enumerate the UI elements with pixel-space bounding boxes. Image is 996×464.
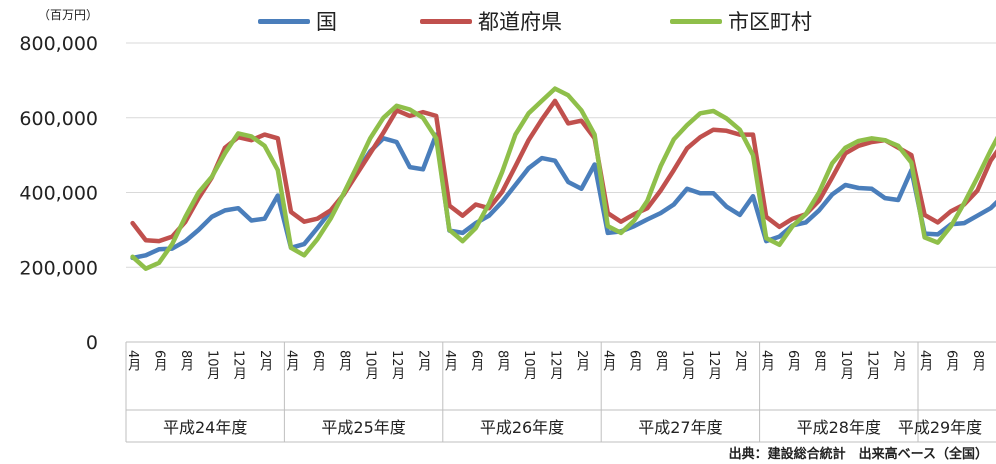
y-axis-unit-label: （百万円） [38,8,99,22]
legend-label-prefecture: 都道府県 [478,10,562,34]
month-tick-label: 8月 [653,350,669,373]
month-tick-label: 2月 [574,350,590,373]
month-tick-label: 10月 [838,350,854,381]
year-tick-label: 平成29年度 [898,418,982,437]
series-line-national [130,132,996,261]
month-tick-label: 12月 [548,350,564,381]
legend-item-national: 国 [258,6,337,36]
year-tick-label: 平成27年度 [638,418,722,437]
month-tick-label: 2月 [257,350,273,373]
year-tick-label: 平成24年度 [163,418,247,437]
year-tick-label: 平成25年度 [321,418,405,437]
month-tick-label: 4月 [442,350,458,373]
month-tick-label: 6月 [944,350,960,373]
month-tick-label: 12月 [706,350,722,381]
legend-swatch-prefecture [420,18,472,24]
month-tick-label: 8月 [970,350,986,373]
month-tick-label: 4月 [600,350,616,373]
y-tick-label: 400,000 [19,183,98,205]
year-tick-label: 平成26年度 [480,418,564,437]
legend-swatch-national [258,18,310,24]
series-line-municipality [130,86,996,271]
month-tick-label: 8月 [336,350,352,373]
legend-item-municipality: 市区町村 [670,6,812,36]
y-tick-label: 600,000 [19,108,98,130]
y-tick-label: 200,000 [19,257,98,279]
legend-label-municipality: 市区町村 [728,10,812,34]
chart-legend: 国 都道府県 市区町村 [0,6,996,34]
y-tick-label: 800,000 [19,33,98,55]
month-tick-label: 10月 [521,350,537,381]
month-tick-label: 10月 [363,350,379,381]
month-tick-label: 8月 [495,350,511,373]
month-tick-label: 2月 [891,350,907,373]
y-tick-label: 0 [86,332,98,354]
source-note: 出典：建設総合統計 出来高ベース（全国） [728,447,988,462]
month-tick-label: 12月 [864,350,880,381]
month-tick-label: 8月 [812,350,828,373]
legend-label-national: 国 [316,10,337,34]
month-tick-label: 12月 [231,350,247,381]
month-tick-label: 6月 [627,350,643,373]
month-tick-label: 10月 [204,350,220,381]
month-tick-label: 10月 [680,350,696,381]
legend-swatch-municipality [670,18,722,24]
month-tick-label: 12月 [389,350,405,381]
month-tick-label: 2月 [732,350,748,373]
month-tick-label: 6月 [310,350,326,373]
month-tick-label: 4月 [125,350,141,373]
year-tick-label: 平成28年度 [797,418,881,437]
month-tick-label: 4月 [917,350,933,373]
month-tick-label: 6月 [785,350,801,373]
month-tick-label: 8月 [178,350,194,373]
legend-item-prefecture: 都道府県 [420,6,562,36]
month-tick-label: 2月 [416,350,432,373]
month-tick-label: 6月 [468,350,484,373]
month-tick-label: 4月 [759,350,775,373]
month-tick-label: 4月 [284,350,300,373]
month-tick-label: 6月 [152,350,168,373]
